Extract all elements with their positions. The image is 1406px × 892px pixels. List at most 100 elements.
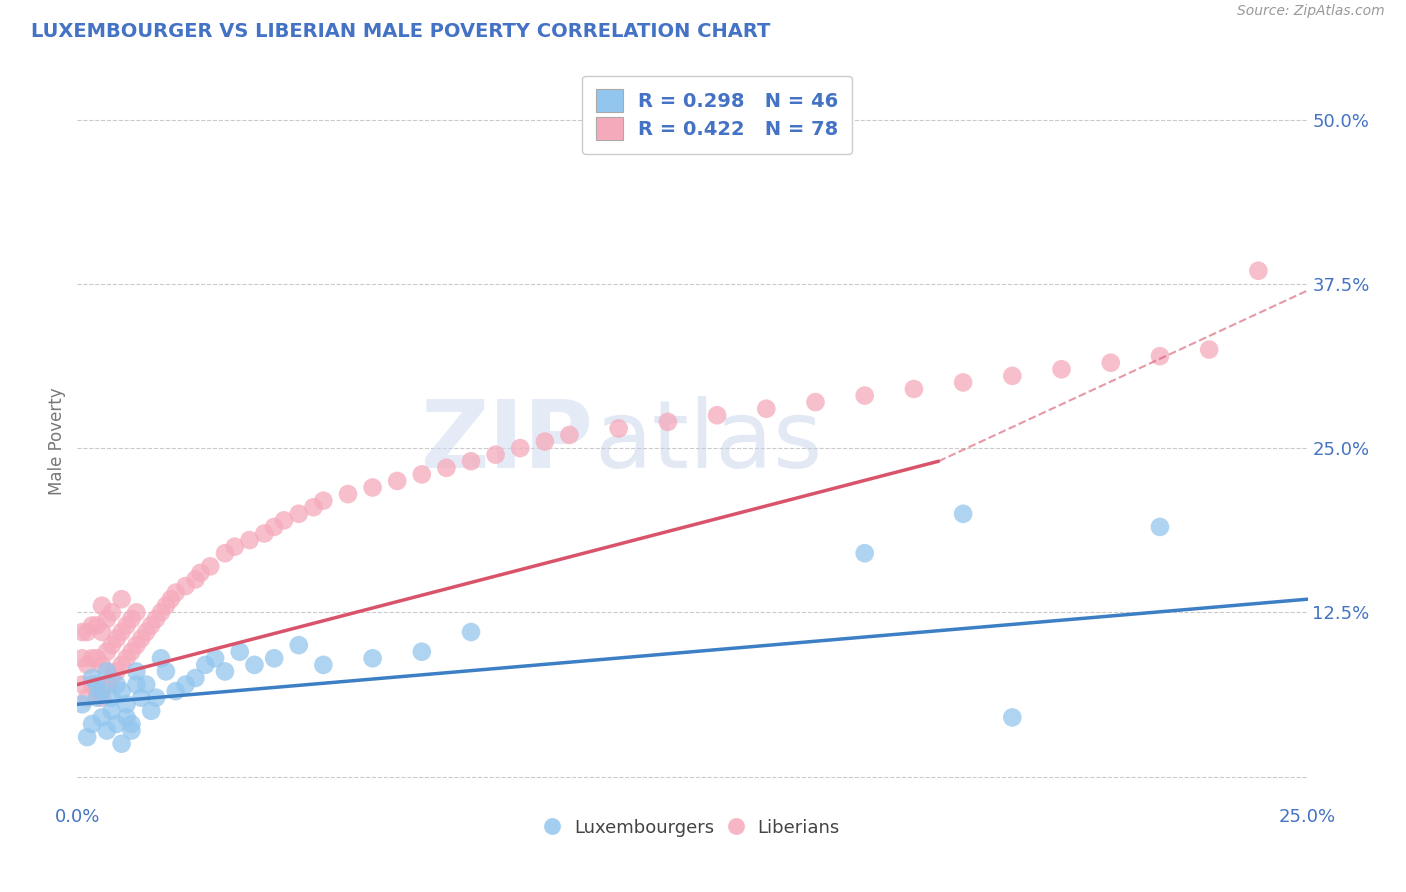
Point <box>1001 710 1024 724</box>
Point <box>141 618 163 632</box>
Point <box>204 651 226 665</box>
Point <box>90 625 114 640</box>
Point <box>200 559 222 574</box>
Point <box>115 698 138 712</box>
Point <box>105 677 128 691</box>
Point <box>141 704 163 718</box>
Point <box>411 645 433 659</box>
Point <box>101 704 124 718</box>
Point <box>385 474 409 488</box>
Point <box>165 585 187 599</box>
Point <box>101 690 124 705</box>
Point <box>115 710 138 724</box>
Point <box>361 651 384 665</box>
Point <box>86 677 108 691</box>
Point <box>82 677 104 691</box>
Point <box>101 638 124 652</box>
Point <box>288 638 311 652</box>
Point <box>111 684 132 698</box>
Point <box>239 533 262 547</box>
Point <box>214 546 236 560</box>
Point <box>76 657 98 672</box>
Point <box>105 632 128 646</box>
Point <box>90 710 114 724</box>
Point <box>90 657 114 672</box>
Point <box>121 723 143 738</box>
Y-axis label: Male Poverty: Male Poverty <box>48 388 66 495</box>
Point <box>188 566 212 580</box>
Point <box>155 665 177 679</box>
Point <box>155 599 177 613</box>
Point <box>411 467 433 482</box>
Point <box>165 684 187 698</box>
Point <box>145 612 167 626</box>
Point <box>105 665 128 679</box>
Point <box>952 507 974 521</box>
Point <box>96 645 118 659</box>
Point <box>90 599 114 613</box>
Point <box>1149 349 1171 363</box>
Point <box>101 605 124 619</box>
Point <box>82 717 104 731</box>
Point <box>1001 368 1024 383</box>
Point <box>150 651 173 665</box>
Point <box>534 434 557 449</box>
Point <box>129 632 153 646</box>
Point <box>76 730 98 744</box>
Point <box>70 625 93 640</box>
Point <box>607 421 630 435</box>
Text: ZIP: ZIP <box>422 395 595 488</box>
Point <box>460 454 482 468</box>
Point <box>228 645 252 659</box>
Point <box>121 645 143 659</box>
Point <box>243 657 266 672</box>
Point <box>125 665 148 679</box>
Point <box>96 723 118 738</box>
Point <box>184 573 207 587</box>
Point <box>135 625 157 640</box>
Point <box>96 665 118 679</box>
Point <box>1050 362 1073 376</box>
Point <box>86 618 108 632</box>
Point <box>115 618 138 632</box>
Point <box>86 684 108 698</box>
Point <box>135 677 157 691</box>
Point <box>509 441 531 455</box>
Point <box>111 657 132 672</box>
Point <box>125 677 148 691</box>
Point <box>1198 343 1220 357</box>
Point <box>86 651 108 665</box>
Point <box>90 690 114 705</box>
Point <box>184 671 207 685</box>
Point <box>1099 356 1122 370</box>
Point <box>361 481 384 495</box>
Point <box>111 592 132 607</box>
Point <box>1247 264 1270 278</box>
Point <box>86 690 108 705</box>
Point <box>145 690 167 705</box>
Point <box>90 684 114 698</box>
Point <box>70 677 93 691</box>
Point <box>129 690 153 705</box>
Point <box>121 612 143 626</box>
Point <box>263 520 285 534</box>
Point <box>96 612 118 626</box>
Point <box>70 651 93 665</box>
Point <box>214 665 236 679</box>
Point <box>224 540 246 554</box>
Point <box>706 409 728 423</box>
Point <box>125 605 148 619</box>
Point <box>125 638 148 652</box>
Point <box>952 376 974 390</box>
Point <box>76 625 98 640</box>
Point <box>853 388 876 402</box>
Point <box>96 677 118 691</box>
Point <box>70 698 93 712</box>
Point <box>558 428 581 442</box>
Point <box>903 382 925 396</box>
Point <box>76 690 98 705</box>
Point <box>804 395 827 409</box>
Point <box>115 651 138 665</box>
Point <box>485 448 508 462</box>
Point <box>263 651 285 665</box>
